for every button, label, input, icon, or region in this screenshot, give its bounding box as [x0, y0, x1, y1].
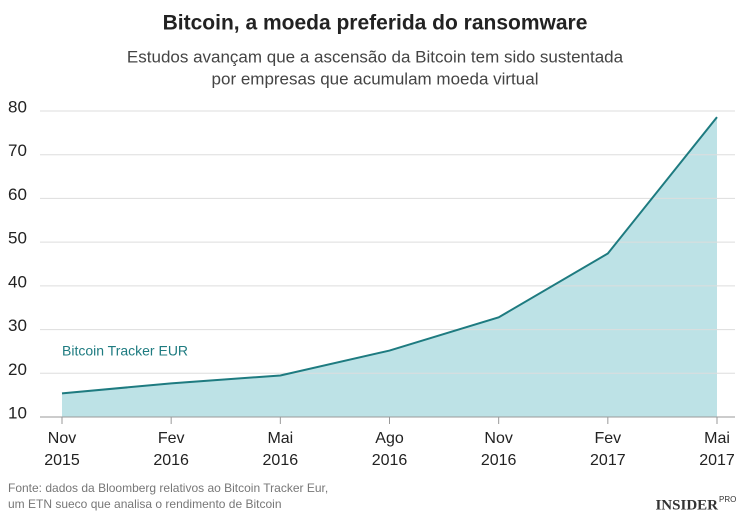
logo-sub: PRO: [719, 495, 736, 504]
x-tick-label: Ago 2016: [371, 430, 408, 469]
y-tick-label: 20: [8, 360, 27, 379]
line: [61, 116, 718, 395]
area: [62, 117, 717, 418]
source: Fonte: dados da Bloomberg relativos ao B…: [8, 481, 328, 495]
chart-title: Bitcoin, a moeda preferida do ransomware: [163, 12, 588, 35]
y-tick-label: 80: [8, 97, 27, 116]
y-tick-label: 30: [8, 316, 27, 335]
x-tick-label: Fev 2017: [590, 430, 626, 469]
x-tick-label: Nov 2015: [44, 430, 80, 469]
source: um ETN sueco que analisa o rendimento de…: [8, 497, 282, 511]
y-tick-label: 50: [8, 229, 27, 248]
x-tick-label: Nov 2016: [480, 430, 517, 469]
y-tick-label: 10: [8, 403, 27, 422]
y-tick-label: 60: [8, 185, 27, 204]
series-label: Bitcoin Tracker EUR: [62, 343, 188, 359]
x-tick-label: Mai 2017: [699, 430, 735, 469]
x-tick-label: Mai 2016: [262, 430, 299, 469]
y-tick-label: 40: [8, 272, 27, 291]
chart-subtitle: Estudos avançam que a ascensão da Bitcoi…: [127, 47, 624, 66]
x-tick-label: Fev 2016: [153, 430, 189, 469]
y-tick-label: 70: [8, 141, 27, 160]
logo: INSIDER: [655, 497, 718, 513]
chart-subtitle: por empresas que acumulam moeda virtual: [212, 69, 539, 88]
